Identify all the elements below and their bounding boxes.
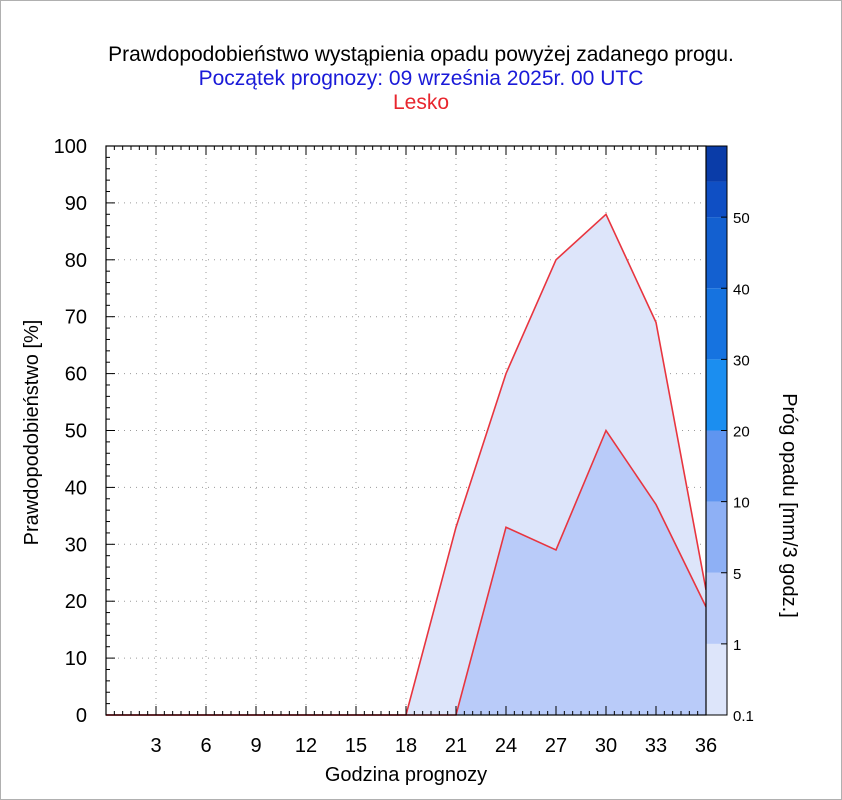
threshold-colorbar bbox=[705, 145, 728, 716]
colorbar-level-label: 20 bbox=[733, 424, 750, 441]
x-tick-label: 15 bbox=[345, 735, 367, 757]
y-tick-label: 60 bbox=[65, 364, 87, 386]
colorbar-segment bbox=[706, 501, 727, 573]
chart-title: Prawdopodobieństwo wystąpienia opadu pow… bbox=[108, 43, 734, 66]
y-tick-label: 70 bbox=[65, 307, 87, 329]
colorbar-label: Próg opadu [mm/3 godz.] bbox=[778, 393, 800, 618]
plot-border bbox=[105, 145, 707, 716]
chart-subtitle: Początek prognozy: 09 września 2025r. 00… bbox=[198, 67, 644, 90]
y-tick-label: 50 bbox=[65, 421, 87, 443]
x-tick-label: 3 bbox=[150, 735, 161, 757]
y-axis-label: Prawdopodobieństwo [%] bbox=[21, 320, 43, 546]
colorbar-level-label: 5 bbox=[733, 566, 741, 583]
colorbar-segment bbox=[706, 572, 727, 644]
x-tick-label: 12 bbox=[295, 735, 317, 757]
y-tick-label: 80 bbox=[65, 250, 87, 272]
colorbar-segment bbox=[706, 288, 727, 360]
location-label: Lesko bbox=[392, 91, 450, 114]
area-threshold-1 bbox=[106, 430, 706, 715]
x-tick-label: 18 bbox=[395, 735, 417, 757]
colorbar-segment bbox=[706, 359, 727, 431]
x-tick-label: 24 bbox=[495, 735, 517, 757]
colorbar-level-label: 0.1 bbox=[733, 708, 754, 725]
x-tick-label: 36 bbox=[695, 735, 717, 757]
x-tick-label: 33 bbox=[645, 735, 667, 757]
colorbar-level-label: 30 bbox=[733, 352, 750, 369]
x-tick-label: 6 bbox=[200, 735, 211, 757]
colorbar-level-label: 40 bbox=[733, 281, 750, 298]
axis-ticks bbox=[105, 145, 707, 716]
y-tick-label: 20 bbox=[65, 591, 87, 613]
colorbar-segment bbox=[706, 217, 727, 289]
y-tick-label: 90 bbox=[65, 193, 87, 215]
axis-labels: 3 6 9 12 15 18 21 24 27 30 33 360102030405060708090… bbox=[21, 136, 800, 786]
y-tick-label: 10 bbox=[65, 648, 87, 670]
x-tick-label: 9 bbox=[250, 735, 261, 757]
colorbar-level-label: 1 bbox=[733, 637, 741, 654]
colorbar-segment bbox=[706, 643, 727, 715]
y-tick-label: 100 bbox=[54, 136, 87, 158]
y-tick-label: 30 bbox=[65, 534, 87, 556]
x-tick-label: 30 bbox=[595, 735, 617, 757]
x-tick-label: 27 bbox=[545, 735, 567, 757]
x-tick-label: 21 bbox=[445, 735, 467, 757]
y-tick-label: 40 bbox=[65, 477, 87, 499]
x-axis-label: Godzina prognozy bbox=[325, 764, 487, 786]
colorbar-segment bbox=[706, 430, 727, 502]
colorbar-level-label: 10 bbox=[733, 495, 750, 512]
colorbar-level-label: 50 bbox=[733, 210, 750, 227]
colorbar-segment bbox=[706, 146, 727, 182]
colorbar-segment bbox=[706, 181, 727, 218]
y-tick-label: 0 bbox=[76, 705, 87, 727]
